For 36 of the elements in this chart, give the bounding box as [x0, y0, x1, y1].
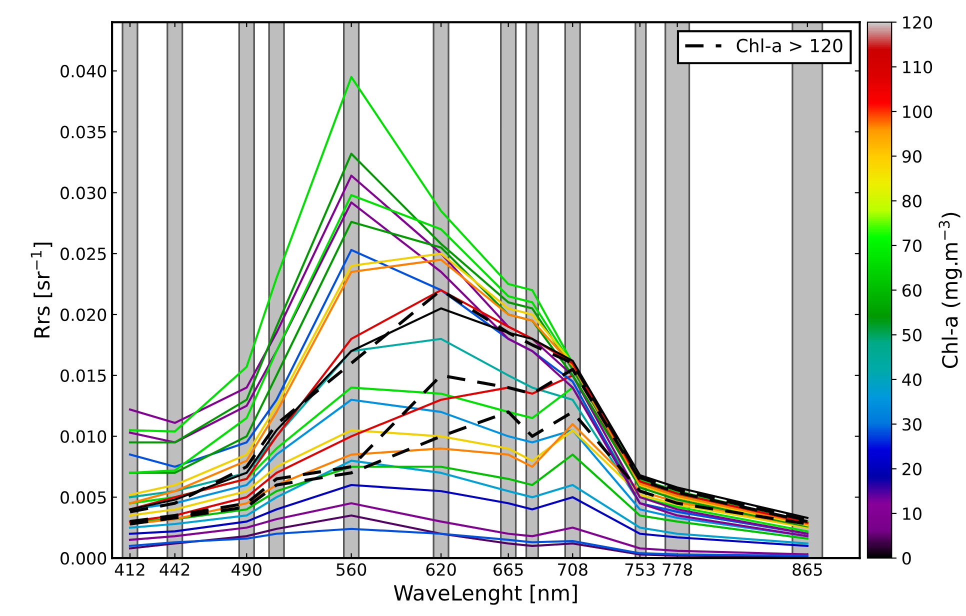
x-tick-label: 490: [232, 563, 262, 576]
color-bar-title: Chl-a (mg.m$^{−3}$): [938, 212, 962, 368]
color-bar-label: 90: [902, 150, 922, 163]
x-tick-label: 778: [662, 563, 692, 576]
color-bar-label: 10: [903, 507, 922, 520]
x-tick-label: 753: [625, 563, 654, 576]
y-tick-label: 0.025: [60, 248, 106, 260]
legend-label: Chl-a > 120: [736, 38, 842, 52]
color-bar-label: 80: [902, 194, 922, 208]
color-bar-label: 40: [902, 373, 922, 386]
y-tick-label: 0.035: [60, 126, 106, 138]
x-tick-label: 665: [494, 563, 523, 576]
y-tick-label: 0.040: [60, 64, 106, 78]
color-bar-label: 120: [903, 16, 932, 29]
color-bar-label: 30: [902, 418, 922, 431]
x-axis-title: WaveLenght [nm]: [394, 584, 577, 605]
y-tick-label: 0.030: [60, 186, 106, 200]
color-bar-label: 110: [903, 60, 932, 74]
x-tick-label: 708: [558, 563, 588, 576]
y-axis-title: Rrs [sr$^{−1}$]: [30, 242, 52, 338]
color-bar-label: 20: [902, 462, 922, 476]
color-bar-label: 0: [902, 552, 911, 565]
x-tick-label: 560: [336, 563, 366, 576]
color-bar-label: 70: [902, 239, 922, 252]
y-tick-label: 0.020: [60, 308, 106, 322]
y-tick-label: 0.015: [60, 369, 106, 382]
y-tick-label: 0.005: [60, 491, 106, 504]
color-bar-label: 60: [902, 284, 922, 297]
x-tick-label: 442: [160, 563, 190, 576]
y-tick-label: 0.000: [60, 552, 106, 565]
y-tick-label: 0.010: [60, 430, 106, 443]
x-tick-label: 865: [792, 563, 822, 576]
color-bar-label: 50: [902, 328, 922, 342]
color-bar-label: 100: [903, 105, 932, 118]
x-tick-label: 412: [114, 563, 144, 576]
x-tick-label: 620: [426, 563, 456, 576]
